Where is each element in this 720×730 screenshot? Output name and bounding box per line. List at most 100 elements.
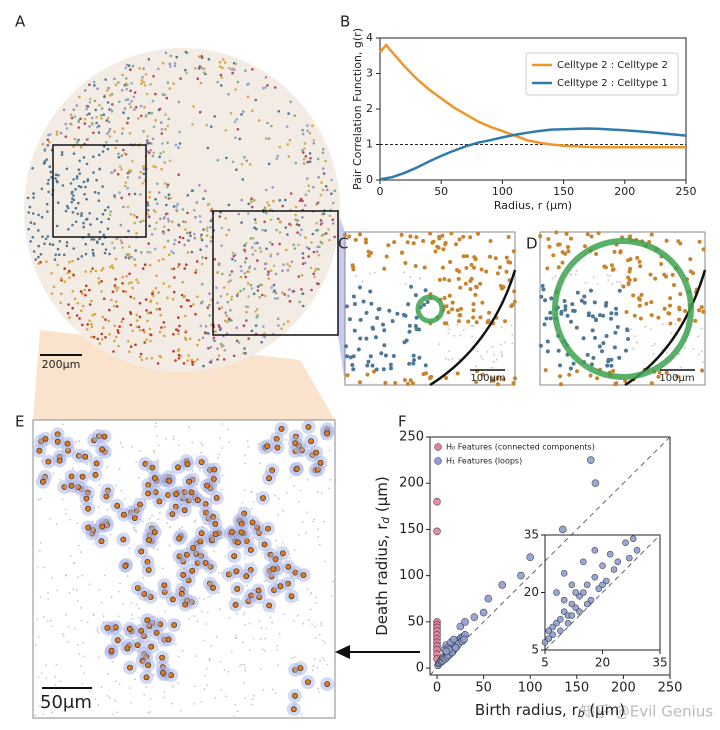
cell-dot — [108, 213, 112, 217]
cell-dot — [272, 264, 276, 268]
cell-dot — [149, 711, 151, 713]
cell-dot — [118, 468, 121, 470]
cell-dot — [104, 336, 107, 339]
cell-dot — [239, 664, 241, 667]
cell-dot — [65, 241, 69, 244]
cell-dot — [115, 300, 118, 304]
cell-dot — [575, 270, 578, 273]
cell-dot — [135, 215, 139, 219]
cell-dot — [403, 271, 406, 274]
cell-dot — [294, 161, 298, 165]
cell-dot — [209, 209, 213, 212]
cell-dot — [234, 136, 237, 139]
cell-dot — [454, 242, 458, 247]
cell-dot — [99, 446, 106, 453]
cell-dot — [317, 687, 320, 690]
cell-dot — [683, 309, 688, 313]
cell-dot — [543, 368, 548, 373]
cell-dot — [209, 345, 213, 349]
cell-dot — [286, 268, 290, 272]
cell-dot — [85, 217, 89, 221]
cell-dot — [392, 240, 397, 245]
cell-dot — [131, 159, 134, 163]
cell-dot — [134, 678, 137, 681]
cell-dot — [322, 233, 326, 236]
cell-dot — [364, 336, 369, 341]
cell-dot — [238, 137, 242, 141]
cell-dot — [243, 667, 246, 669]
cell-dot — [306, 124, 309, 127]
cell-dot — [246, 95, 250, 99]
cell-dot — [27, 211, 31, 214]
cell-dot — [277, 664, 279, 666]
cell-dot — [75, 175, 79, 178]
cell-dot — [262, 689, 265, 691]
cell-dot — [149, 251, 152, 254]
cell-dot — [213, 115, 216, 118]
cell-dot — [134, 249, 137, 252]
cell-dot — [191, 123, 194, 126]
cell-dot — [219, 437, 221, 440]
cell-dot — [165, 636, 172, 643]
cell-dot — [571, 361, 576, 366]
cell-dot — [479, 355, 482, 358]
cell-dot — [287, 112, 290, 115]
cell-dot — [286, 491, 288, 494]
cell-dot — [609, 263, 614, 268]
cell-dot — [121, 275, 124, 279]
diagonal — [429, 436, 671, 676]
cell-dot — [65, 244, 69, 248]
cell-dot — [176, 535, 183, 542]
cell-dot — [390, 319, 395, 323]
cell-dot — [55, 523, 58, 526]
cell-dot — [135, 232, 138, 235]
cell-dot — [293, 620, 295, 622]
cell-dot — [151, 529, 158, 536]
cell-dot — [138, 548, 145, 555]
cell-dot — [48, 242, 52, 246]
cell-dot — [153, 450, 156, 452]
cell-dot — [274, 444, 281, 451]
cell-dot — [193, 360, 196, 364]
cell-dot — [271, 243, 274, 246]
cell-dot — [481, 358, 484, 361]
cell-dot — [404, 283, 407, 286]
cell-dot — [83, 495, 90, 502]
cell-dot — [235, 118, 238, 121]
cell-dot — [75, 441, 77, 443]
cell-dot — [83, 117, 87, 121]
cell-dot — [52, 285, 56, 289]
cell-dot — [109, 265, 112, 269]
cell-dot — [73, 115, 77, 118]
cell-dot — [142, 219, 145, 222]
cell-dot — [211, 466, 218, 473]
cell-dot — [243, 489, 246, 492]
cell-dot — [249, 519, 256, 526]
cell-dot — [448, 260, 453, 264]
panel-label: A — [15, 13, 26, 31]
cell-dot — [168, 544, 171, 547]
cell-dot — [303, 142, 307, 145]
cell-dot — [250, 329, 254, 333]
cell-dot — [313, 269, 317, 273]
cell-dot — [185, 71, 188, 75]
cell-dot — [46, 235, 50, 238]
cell-dot — [500, 326, 503, 328]
cell-dot — [275, 228, 278, 232]
cell-dot — [177, 357, 181, 360]
cell-dot — [146, 135, 149, 138]
cell-dot — [104, 78, 107, 81]
cell-dot — [151, 514, 153, 517]
cell-dot — [332, 580, 334, 583]
cell-dot — [246, 584, 248, 587]
cell-dot — [219, 661, 222, 663]
cell-dot — [90, 238, 93, 241]
cell-dot — [575, 369, 579, 374]
cell-dot — [203, 639, 206, 642]
cell-dot — [172, 205, 176, 208]
cell-dot — [131, 64, 135, 68]
cell-dot — [37, 244, 40, 248]
cell-dot — [166, 239, 170, 243]
cell-dot — [143, 84, 147, 87]
cell-dot — [148, 263, 152, 267]
